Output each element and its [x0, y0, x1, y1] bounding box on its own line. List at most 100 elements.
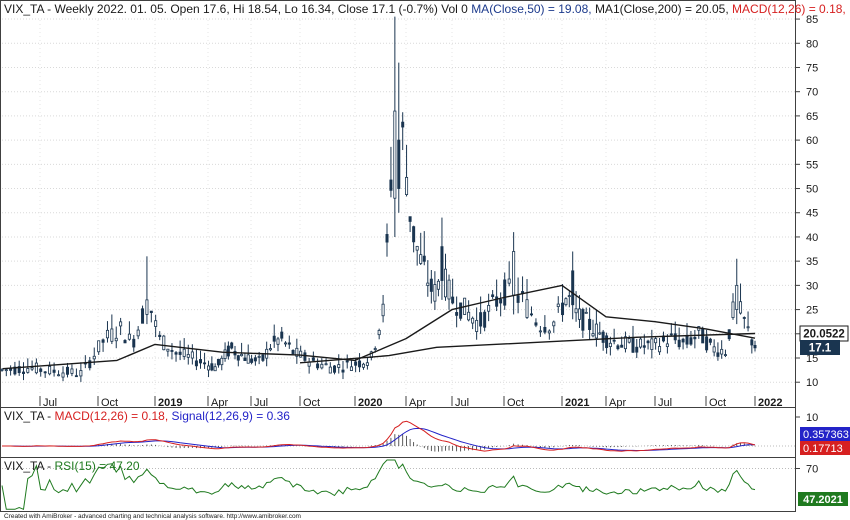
price-candle — [499, 292, 503, 317]
price-candle — [149, 310, 153, 323]
price-candle — [529, 306, 533, 317]
price-candle — [612, 328, 616, 345]
price-candle — [483, 309, 487, 332]
x-tick-label: Jul — [455, 397, 469, 409]
price-candle — [577, 295, 581, 328]
x-tick-label: Apr — [609, 397, 626, 409]
price-candle — [213, 363, 217, 372]
price-candle — [746, 311, 750, 332]
price-candle — [136, 326, 140, 340]
price-candle — [333, 365, 337, 375]
signal-price-label: 0.357363 — [803, 429, 849, 441]
price-candle — [65, 362, 69, 378]
x-tick-label: 2020 — [358, 397, 382, 409]
price-candle — [178, 340, 182, 361]
price-candle — [13, 361, 17, 376]
price-candle — [268, 343, 272, 352]
price-candle — [708, 337, 712, 346]
price-candle — [17, 360, 21, 376]
price-candle — [735, 258, 739, 325]
price-candle — [385, 223, 389, 257]
price-candle — [162, 334, 166, 351]
rsi-y-tick: 70 — [806, 464, 818, 476]
price-candle — [250, 354, 254, 365]
price-candle — [731, 293, 735, 320]
price-candle — [455, 296, 459, 328]
price-candles — [0, 16, 757, 382]
price-candle — [451, 278, 455, 305]
price-candle — [689, 330, 693, 346]
signal-legend: Signal(12,26,9) = 0.36 — [172, 409, 291, 423]
price-candle — [389, 146, 393, 198]
price-candle — [61, 366, 65, 382]
price-candle — [345, 354, 349, 369]
macd-header: VIX_TA - MACD(12,26) = 0.18, Signal(12,2… — [4, 409, 290, 423]
price-candle — [127, 321, 131, 341]
price-candle — [561, 284, 565, 322]
y-tick-label: 35 — [806, 256, 818, 268]
price-candle — [419, 232, 423, 266]
price-candle — [4, 368, 8, 377]
price-candle — [324, 358, 328, 366]
rsi-line — [1, 459, 756, 511]
price-candle — [110, 314, 114, 345]
price-candle — [693, 330, 697, 349]
moving-averages — [2, 284, 756, 370]
price-candle — [272, 324, 276, 348]
price-candle — [487, 293, 491, 322]
price-candle — [716, 342, 720, 361]
y-tick-label: 25 — [806, 305, 818, 317]
price-candle — [337, 354, 341, 374]
price-candle — [408, 216, 412, 233]
price-candle — [475, 307, 479, 340]
price-candle — [571, 251, 575, 320]
price-candle — [43, 371, 47, 378]
rsi-line-path — [1, 459, 756, 511]
macd-price-label: 0.17713 — [803, 443, 843, 455]
macd-line — [2, 420, 756, 452]
ma200-legend: MA1(Close,200) = 20.05, — [595, 2, 729, 16]
price-candle — [145, 256, 149, 325]
price-candle — [495, 279, 499, 312]
price-candle — [210, 356, 214, 372]
price-candle — [280, 326, 284, 342]
price-candle — [584, 307, 588, 314]
price-candle — [658, 338, 662, 355]
price-candle — [284, 341, 288, 347]
price-candle — [723, 349, 727, 357]
price-candle — [516, 277, 520, 314]
price-candle — [21, 362, 25, 381]
price-candle — [598, 321, 602, 336]
price-candle — [538, 325, 542, 337]
price-candle — [720, 340, 724, 359]
price-candle — [552, 320, 556, 333]
price-candle — [203, 352, 207, 369]
price-candle — [623, 331, 627, 353]
y-tick-label: 30 — [806, 280, 818, 292]
price-candle — [491, 290, 495, 299]
price-candle — [358, 353, 362, 373]
price-candle — [459, 302, 463, 321]
x-tick-label: Oct — [303, 397, 320, 409]
price-candle — [198, 350, 202, 369]
price-candle — [401, 112, 405, 151]
price-candle — [503, 272, 507, 310]
price-candle — [447, 274, 451, 310]
rsi-panel-frame — [0, 457, 796, 512]
price-candle — [105, 321, 109, 343]
price-candle — [114, 326, 118, 349]
price-candle — [141, 305, 145, 324]
price-candle — [547, 329, 551, 340]
price-candle — [440, 217, 444, 300]
macd-lines — [2, 420, 756, 452]
price-candle — [0, 368, 4, 372]
price-candle — [291, 349, 295, 355]
price-candle — [166, 348, 170, 357]
rsi-legend: RSI(15) = 47.20 — [54, 459, 139, 473]
ma200-price-label: 20.0522 — [803, 329, 845, 341]
close-price-tag: 17.1 — [800, 340, 840, 355]
price-candle — [507, 261, 511, 287]
price-candle — [677, 327, 681, 350]
price-candle — [174, 351, 178, 362]
price-candle — [650, 329, 654, 359]
